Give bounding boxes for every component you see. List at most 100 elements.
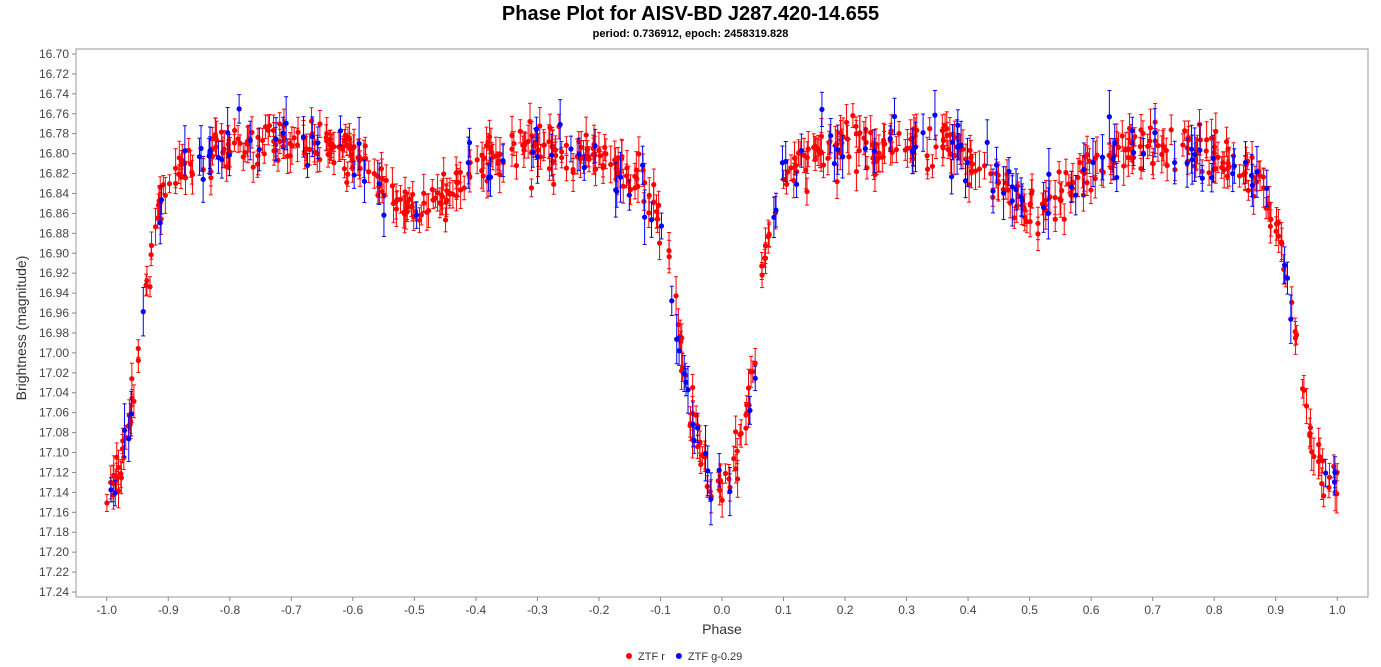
data-point — [734, 476, 741, 482]
data-point — [648, 217, 655, 223]
data-point — [1021, 207, 1028, 213]
data-point — [788, 165, 794, 171]
data-point — [694, 425, 701, 431]
data-point — [207, 148, 213, 154]
data-point — [1077, 159, 1083, 166]
data-point — [970, 161, 976, 167]
data-point — [1309, 449, 1315, 455]
data-point — [465, 160, 471, 166]
data-point — [119, 446, 126, 452]
y-tick-label: 16.88 — [39, 226, 69, 240]
data-point — [291, 135, 297, 141]
data-point — [1106, 114, 1112, 120]
data-point — [771, 214, 777, 220]
data-point — [835, 147, 841, 153]
chart-title: Phase Plot for AISV-BD J287.420-14.655 — [501, 3, 880, 25]
data-point — [240, 154, 246, 160]
data-point — [442, 217, 449, 223]
data-point — [361, 156, 367, 162]
data-point — [642, 214, 648, 220]
data-point — [135, 357, 141, 363]
data-point — [323, 135, 329, 141]
data-point — [1211, 166, 1217, 173]
data-point — [1197, 137, 1204, 143]
data-point — [375, 192, 381, 198]
data-point — [940, 144, 946, 150]
data-point — [1009, 198, 1015, 204]
data-point — [379, 189, 385, 195]
data-point — [394, 197, 400, 203]
data-point — [1182, 128, 1188, 134]
data-point — [690, 421, 696, 427]
data-point — [727, 488, 733, 495]
data-point — [315, 140, 321, 146]
data-point — [658, 223, 665, 229]
data-point — [273, 136, 279, 142]
y-tick-label: 17.20 — [39, 545, 69, 559]
data-point — [1326, 484, 1332, 491]
data-point — [1210, 155, 1216, 162]
data-point — [592, 166, 599, 172]
data-point — [198, 145, 204, 151]
data-point — [128, 411, 134, 417]
data-point — [1092, 155, 1099, 161]
data-point — [541, 142, 547, 148]
data-point — [1061, 216, 1067, 222]
data-point — [247, 137, 253, 144]
data-point — [546, 139, 552, 145]
data-point — [766, 233, 772, 239]
data-point — [570, 166, 576, 173]
data-point — [933, 144, 939, 150]
data-point — [1081, 166, 1087, 173]
data-point — [1045, 210, 1051, 217]
data-point — [404, 204, 410, 210]
data-point — [256, 146, 262, 153]
data-point — [896, 130, 902, 137]
data-point — [819, 106, 825, 113]
data-point — [927, 126, 933, 132]
data-point — [212, 131, 218, 138]
data-point — [557, 121, 563, 128]
data-point — [578, 144, 584, 150]
data-point — [438, 201, 444, 207]
data-point — [129, 376, 135, 382]
data-point — [627, 187, 634, 193]
data-point — [1145, 143, 1151, 149]
data-point — [418, 212, 424, 218]
data-point — [533, 126, 539, 132]
data-point — [954, 144, 960, 150]
data-point — [1172, 159, 1178, 166]
y-tick-label: 17.10 — [39, 446, 69, 460]
legend-marker — [675, 653, 682, 659]
data-point — [1197, 147, 1203, 153]
data-point — [447, 191, 453, 197]
x-tick-label: 0.2 — [837, 603, 854, 617]
data-point — [1189, 157, 1195, 163]
data-point — [1137, 143, 1143, 150]
data-point — [1180, 142, 1186, 148]
data-point — [750, 368, 756, 375]
x-tick-label: -0.2 — [589, 603, 610, 617]
data-point — [967, 147, 973, 153]
y-tick-label: 17.24 — [39, 585, 69, 599]
data-point — [104, 500, 110, 506]
data-point — [383, 177, 389, 183]
data-point — [189, 169, 195, 175]
data-point — [1168, 127, 1174, 133]
data-point — [1090, 159, 1096, 166]
y-tick-label: 16.72 — [39, 67, 69, 81]
x-tick-label: 0.0 — [714, 603, 731, 617]
data-point — [1242, 159, 1249, 166]
x-tick-label: -0.8 — [219, 603, 240, 617]
data-point — [840, 154, 846, 160]
data-point — [421, 190, 427, 196]
data-point — [1293, 332, 1300, 338]
data-point — [1046, 171, 1052, 177]
data-point — [454, 179, 460, 185]
data-point — [277, 138, 283, 145]
data-point — [690, 384, 696, 391]
data-point — [121, 427, 128, 433]
data-point — [1000, 190, 1007, 196]
legend-marker — [626, 653, 632, 659]
data-point — [341, 166, 348, 172]
